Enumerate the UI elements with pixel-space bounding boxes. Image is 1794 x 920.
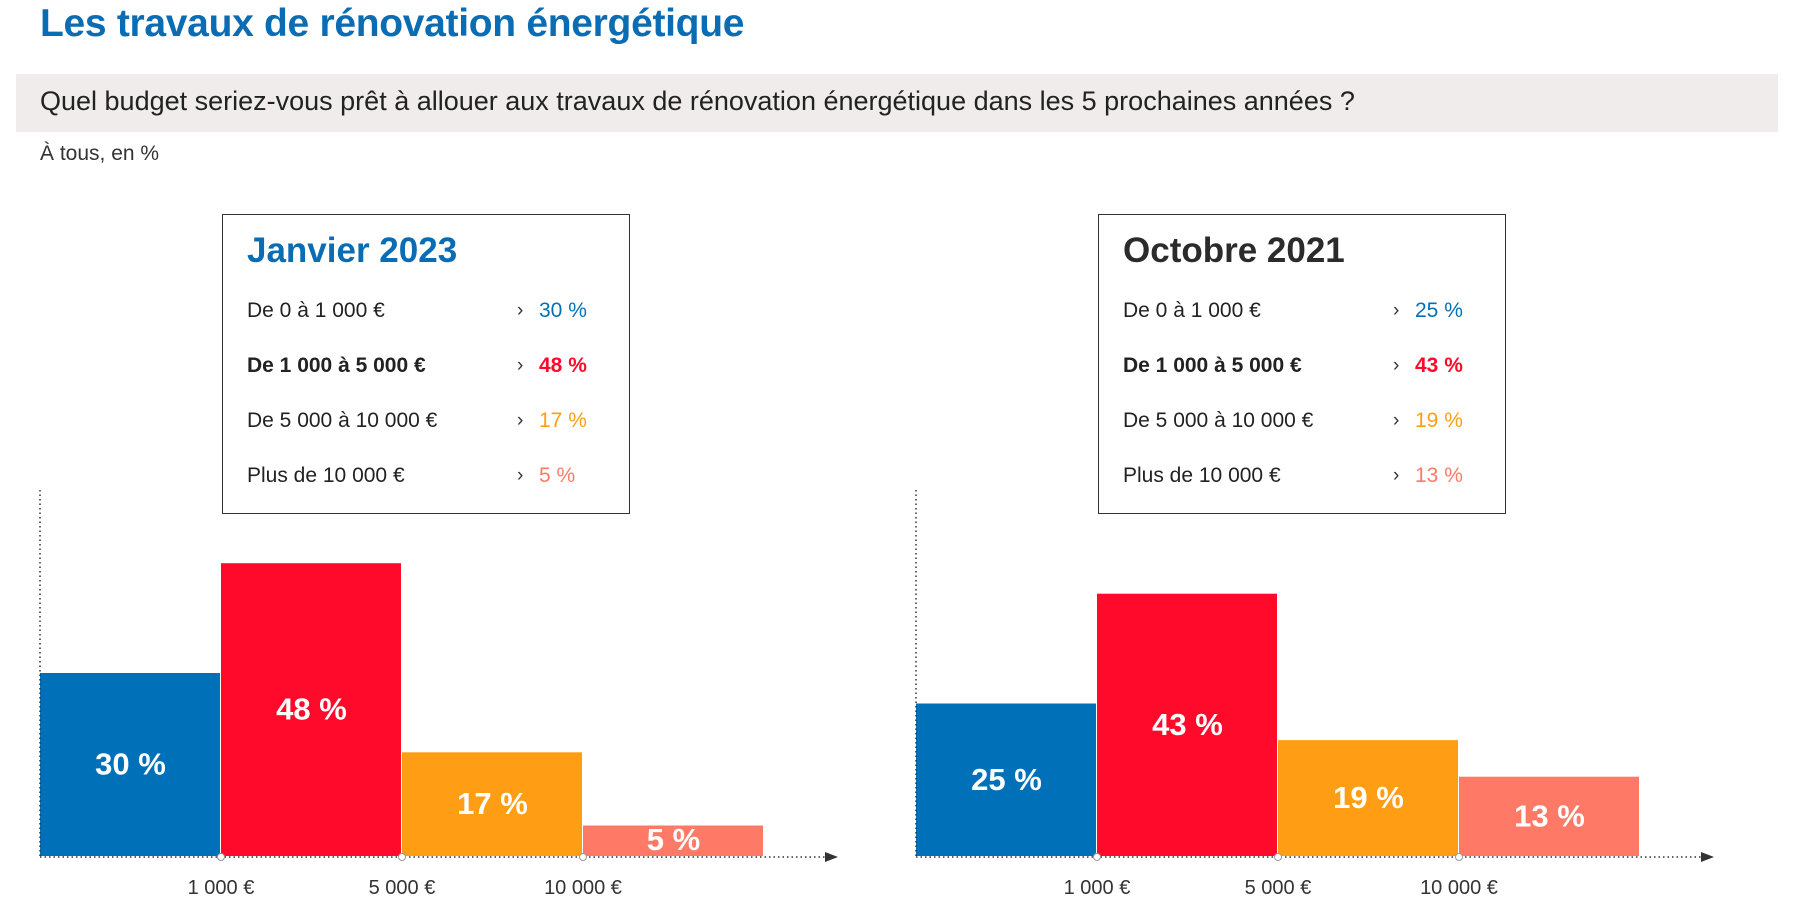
x-tick-label: 1 000 € — [1064, 877, 1131, 899]
x-axis-arrow-icon — [825, 852, 838, 862]
legend-value: 13 % — [1415, 464, 1463, 487]
chevron-right-icon: › — [517, 300, 524, 321]
bar-value-label: 25 % — [971, 762, 1042, 797]
x-tick-label: 10 000 € — [1420, 877, 1498, 899]
legend-label: Plus de 10 000 € — [247, 464, 405, 487]
bar-value-label: 19 % — [1333, 780, 1404, 815]
legend-label: De 5 000 à 10 000 € — [247, 409, 438, 432]
legend-label: Plus de 10 000 € — [1123, 464, 1281, 487]
x-tick-label: 1 000 € — [188, 877, 255, 899]
legend-value: 19 % — [1415, 409, 1463, 432]
bar — [583, 825, 763, 856]
x-axis-arrow-icon — [1701, 852, 1714, 862]
x-tick-marker — [217, 853, 225, 861]
legend-value: 43 % — [1415, 354, 1463, 377]
bar — [1097, 593, 1277, 856]
legend-label: De 1 000 à 5 000 € — [247, 354, 426, 377]
legend-row: Plus de 10 000 € › 5 % — [247, 464, 617, 494]
bar-value-label: 17 % — [457, 786, 528, 821]
x-tick-label: 5 000 € — [369, 877, 436, 899]
legend-row: Plus de 10 000 € › 13 % — [1123, 464, 1493, 494]
legend-label: De 1 000 à 5 000 € — [1123, 354, 1302, 377]
bar — [40, 673, 220, 856]
bar — [1459, 776, 1639, 856]
x-tick-marker — [579, 853, 587, 861]
legend-value: 25 % — [1415, 299, 1463, 322]
x-tick-marker — [1455, 853, 1463, 861]
legend-label: De 5 000 à 10 000 € — [1123, 409, 1314, 432]
chevron-right-icon: › — [517, 465, 524, 486]
legend-title: Octobre 2021 — [1123, 231, 1345, 270]
chevron-right-icon: › — [517, 410, 524, 431]
chevron-right-icon: › — [1393, 355, 1400, 376]
chevron-right-icon: › — [1393, 410, 1400, 431]
chevron-right-icon: › — [1393, 465, 1400, 486]
page-title: Les travaux de rénovation énergétique — [40, 2, 745, 45]
legend-label: De 0 à 1 000 € — [247, 299, 385, 322]
legend-value: 17 % — [539, 409, 587, 432]
x-tick-marker — [398, 853, 406, 861]
bar-value-label: 48 % — [276, 692, 347, 727]
x-tick-label: 5 000 € — [1245, 877, 1312, 899]
question-band — [16, 74, 1778, 132]
legend-row: De 1 000 à 5 000 € › 48 % — [247, 354, 617, 384]
bar-value-label: 43 % — [1152, 707, 1223, 742]
question-text: Quel budget seriez-vous prêt à allouer a… — [40, 86, 1355, 116]
legend-row: De 1 000 à 5 000 € › 43 % — [1123, 354, 1493, 384]
legend-row: De 5 000 à 10 000 € › 19 % — [1123, 409, 1493, 439]
x-tick-label: 10 000 € — [544, 877, 622, 899]
bar — [1278, 740, 1458, 856]
legend-row: De 0 à 1 000 € › 25 % — [1123, 299, 1493, 329]
legend-box-janvier-2023: Janvier 2023 De 0 à 1 000 € › 30 % De 1 … — [222, 214, 630, 514]
legend-row: De 5 000 à 10 000 € › 17 % — [247, 409, 617, 439]
bar — [402, 752, 582, 856]
legend-value: 30 % — [539, 299, 587, 322]
histogram-janvier-2023: 30 % 48 % 17 % 5 % 1 000 € 5 000 € 10 000 € — [39, 490, 838, 899]
bar-value-label: 30 % — [95, 747, 166, 782]
chevron-right-icon: › — [1393, 300, 1400, 321]
legend-title: Janvier 2023 — [247, 231, 458, 270]
x-tick-marker — [1093, 853, 1101, 861]
legend-value: 48 % — [539, 354, 587, 377]
legend-value: 5 % — [539, 464, 576, 487]
bar — [221, 563, 401, 856]
bar-value-label: 5 % — [647, 822, 700, 857]
chevron-right-icon: › — [517, 355, 524, 376]
histogram-octobre-2021: 25 % 43 % 19 % 13 % 1 000 € 5 000 € 10 000 € — [915, 490, 1714, 899]
bar-value-label: 13 % — [1514, 798, 1585, 833]
bar — [916, 703, 1096, 856]
subtitle: À tous, en % — [40, 142, 160, 165]
legend-row: De 0 à 1 000 € › 30 % — [247, 299, 617, 329]
x-tick-marker — [1274, 853, 1282, 861]
legend-box-octobre-2021: Octobre 2021 De 0 à 1 000 € › 25 % De 1 … — [1098, 214, 1506, 514]
legend-label: De 0 à 1 000 € — [1123, 299, 1261, 322]
